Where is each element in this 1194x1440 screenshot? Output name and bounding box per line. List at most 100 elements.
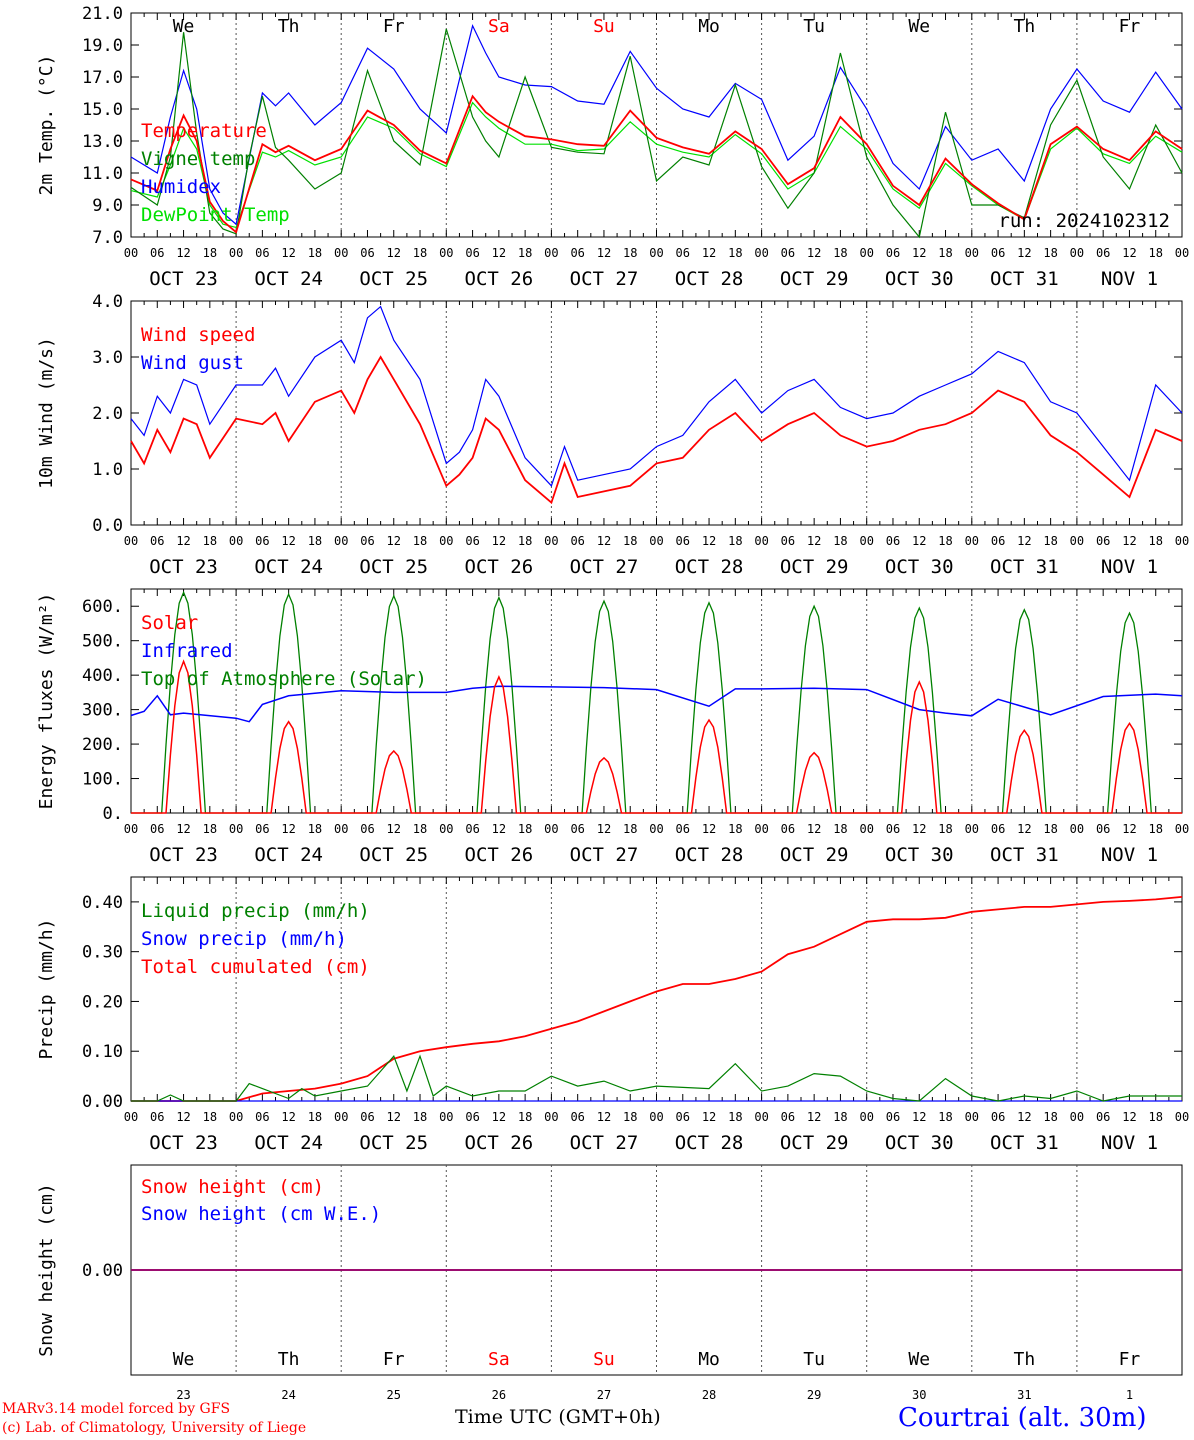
hour-label-0: 18	[1043, 246, 1057, 260]
weekday-label-4: Tu	[803, 1349, 825, 1370]
legend-entry-3: Snow precip (mm/h)	[141, 928, 347, 950]
hour-label-1: 00	[649, 534, 663, 548]
date-label-3: OCT 30	[885, 1132, 954, 1154]
hour-label-0: 00	[334, 246, 348, 260]
legend-entry-4: Snow height (cm W.E.)	[141, 1203, 381, 1225]
hour-label-0: 18	[833, 246, 847, 260]
hour-label-2: 12	[387, 822, 401, 836]
date-label-1: OCT 27	[570, 556, 639, 578]
hour-label-3: 00	[124, 1110, 138, 1124]
weekday-label-0: Mo	[698, 16, 720, 37]
legend-entry-3: Liquid precip (mm/h)	[141, 900, 370, 922]
panel-2: 0.0 1.0 2.0 3.0 4.0 10m Wind (m/s) Wind speed W…	[36, 292, 1189, 578]
date-label-3: OCT 29	[780, 1132, 849, 1154]
hour-label-3: 00	[334, 1110, 348, 1124]
hour-label-2: 18	[728, 822, 742, 836]
hour-label-0: 18	[938, 246, 952, 260]
y-axis-label-4: Snow height (cm)	[36, 1183, 57, 1356]
hour-label-0: 00	[754, 246, 768, 260]
legend-entry-1: Wind speed	[141, 324, 255, 346]
legend-entry-2: Infrared	[141, 640, 233, 662]
weekday-label-4: Th	[278, 1349, 300, 1370]
hour-label-3: 06	[150, 1110, 164, 1124]
hour-label-0: 06	[360, 246, 374, 260]
date-label-3: OCT 24	[254, 1132, 323, 1154]
legend-entry-0: DewPoint Temp	[141, 204, 290, 226]
y-tick-label-3: 0.40	[82, 893, 123, 913]
hour-label-0: 06	[886, 246, 900, 260]
hour-label-1: 00	[859, 534, 873, 548]
hour-label-0: 00	[229, 246, 243, 260]
hour-label-2: 00	[965, 822, 979, 836]
day-number-label: 31	[1017, 1388, 1031, 1402]
hour-label-1: 18	[308, 534, 322, 548]
hour-label-0: 18	[728, 246, 742, 260]
y-tick-label-2: 400.	[82, 666, 123, 686]
hour-label-3: 00	[1070, 1110, 1084, 1124]
hour-label-3: 12	[281, 1110, 295, 1124]
legend-entry-0: Humidex	[141, 176, 221, 198]
date-label-2: OCT 30	[885, 844, 954, 866]
hour-label-0: 12	[912, 246, 926, 260]
y-tick-label-0: 11.0	[82, 164, 123, 184]
hour-label-3: 12	[1122, 1110, 1136, 1124]
hour-label-1: 18	[623, 534, 637, 548]
hour-label-1: 00	[334, 534, 348, 548]
weekday-label-0: Fr	[1119, 16, 1141, 37]
weekday-label-0: Sa	[488, 16, 510, 37]
hour-label-0: 12	[387, 246, 401, 260]
day-number-label: 23	[176, 1388, 190, 1402]
hour-label-1: 18	[938, 534, 952, 548]
hour-label-0: 06	[1096, 246, 1110, 260]
date-label-3: OCT 25	[359, 1132, 428, 1154]
y-tick-label-0: 7.0	[92, 228, 123, 248]
hour-label-0: 00	[544, 246, 558, 260]
y-tick-label-1: 3.0	[92, 348, 123, 368]
hour-label-3: 12	[912, 1110, 926, 1124]
date-label-1: OCT 29	[780, 556, 849, 578]
y-tick-label-0: 13.0	[82, 132, 123, 152]
hour-label-0: 06	[570, 246, 584, 260]
hour-label-3: 06	[991, 1110, 1005, 1124]
hour-label-3: 12	[1017, 1110, 1031, 1124]
hour-label-2: 18	[1148, 822, 1162, 836]
hour-label-1: 00	[1175, 534, 1189, 548]
hour-label-3: 18	[938, 1110, 952, 1124]
hour-label-3: 00	[859, 1110, 873, 1124]
legend-entry-2: Top of Atmosphere (Solar)	[141, 668, 427, 690]
hour-label-1: 12	[912, 534, 926, 548]
date-label-1: OCT 23	[149, 556, 218, 578]
hour-label-1: 12	[597, 534, 611, 548]
hour-label-2: 18	[623, 822, 637, 836]
hour-label-2: 12	[492, 822, 506, 836]
date-label-0: OCT 28	[675, 268, 744, 290]
hour-label-3: 18	[623, 1110, 637, 1124]
hour-label-1: 18	[1043, 534, 1057, 548]
y-tick-label-3: 0.20	[82, 992, 123, 1012]
hour-label-1: 06	[991, 534, 1005, 548]
hour-label-3: 06	[1096, 1110, 1110, 1124]
y-tick-label-1: 4.0	[92, 292, 123, 312]
hour-label-3: 00	[544, 1110, 558, 1124]
weekday-label-4: Sa	[488, 1349, 510, 1370]
hour-label-1: 18	[518, 534, 532, 548]
hour-label-3: 06	[886, 1110, 900, 1124]
hour-label-0: 00	[965, 246, 979, 260]
date-label-3: OCT 31	[990, 1132, 1059, 1154]
hour-label-2: 00	[544, 822, 558, 836]
hour-label-2: 12	[702, 822, 716, 836]
day-number-label: 30	[912, 1388, 926, 1402]
date-label-2: OCT 25	[359, 844, 428, 866]
y-tick-label-0: 9.0	[92, 196, 123, 216]
hour-label-1: 12	[492, 534, 506, 548]
hour-label-1: 06	[886, 534, 900, 548]
weekday-label-4: We	[908, 1349, 930, 1370]
legend-entry-1: Wind gust	[141, 352, 244, 374]
day-number-label: 25	[387, 1388, 401, 1402]
date-label-0: OCT 30	[885, 268, 954, 290]
hour-label-0: 18	[308, 246, 322, 260]
date-label-2: NOV 1	[1101, 844, 1158, 866]
y-tick-label-3: 0.10	[82, 1042, 123, 1062]
hour-label-0: 12	[597, 246, 611, 260]
